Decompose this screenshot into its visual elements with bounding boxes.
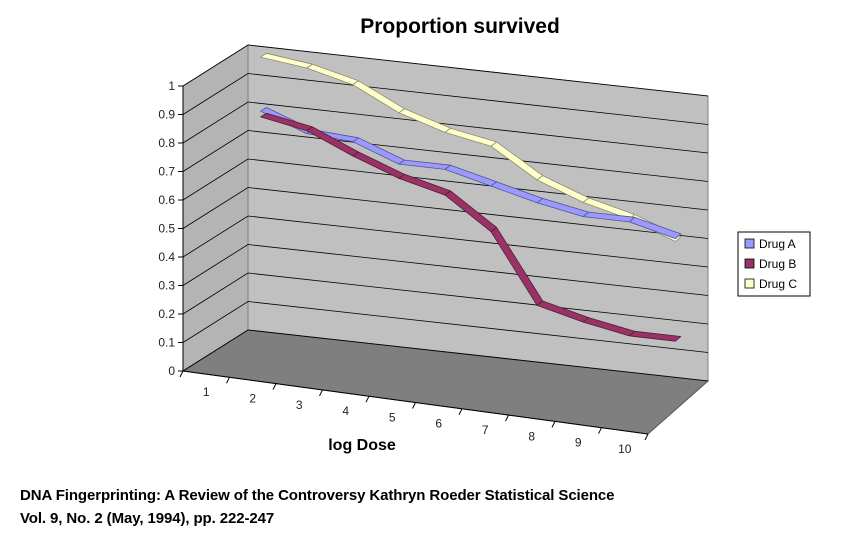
x-tick-mark (365, 395, 370, 403)
gridline (182, 44, 709, 97)
y-tick-label: 0.3 (158, 279, 175, 293)
legend-label: Drug C (759, 277, 797, 291)
x-axis-ticks: 1 2 3 4 5 6 7 8 9 10 (203, 385, 632, 456)
x-tick-mark (179, 370, 184, 378)
y-tick-label: 0.4 (158, 250, 175, 264)
gridline (182, 329, 709, 382)
chart: Proportion survived 00.10.20.30.40.50.60… (158, 15, 811, 456)
gridline (182, 130, 709, 182)
x-tick-label: 9 (575, 436, 582, 450)
x-tick-mark (644, 433, 649, 441)
chart-title: Proportion survived (360, 15, 560, 38)
y-tick-label: 0.2 (158, 307, 175, 321)
series-layer (260, 52, 682, 342)
series-segment (628, 216, 682, 240)
gridline (182, 158, 709, 211)
y-tick-label: 0.8 (158, 136, 175, 150)
caption-line-1: DNA Fingerprinting: A Review of the Cont… (20, 487, 615, 504)
x-tick-mark (226, 377, 230, 384)
y-tick-label: 0.1 (158, 336, 175, 350)
x-tick-mark (551, 421, 556, 428)
y-tick-label: 1 (168, 79, 175, 93)
axes (178, 85, 649, 441)
caption: DNA Fingerprinting: A Review of the Cont… (20, 484, 820, 530)
legend-swatch (744, 238, 755, 249)
x-tick-mark (412, 402, 416, 409)
gridline (182, 73, 709, 125)
legend-swatch (744, 278, 755, 289)
series-drug-b (260, 112, 682, 342)
x-tick-label: 6 (435, 417, 442, 431)
y-tick-label: 0 (168, 364, 175, 378)
x-tick-label: 5 (389, 410, 396, 424)
y-tick-label: 0.7 (158, 165, 175, 179)
x-tick-label: 10 (618, 442, 632, 456)
series-drug-a (260, 107, 682, 240)
x-tick-label: 7 (482, 423, 489, 437)
x-tick-mark (458, 408, 463, 416)
legend-label: Drug B (759, 257, 796, 271)
x-tick-label: 1 (203, 385, 210, 399)
x-tick-label: 4 (342, 404, 349, 418)
x-tick-mark (505, 414, 509, 422)
caption-line-2: Vol. 9, No. 2 (May, 1994), pp. 222-247 (20, 510, 275, 527)
gridline (182, 244, 709, 296)
x-tick-label: 8 (528, 429, 535, 443)
x-tick-label: 2 (249, 391, 256, 405)
x-tick-mark (319, 389, 323, 397)
x-tick-label: 3 (296, 398, 303, 412)
series-segment (628, 330, 682, 342)
y-tick-label: 0.9 (158, 108, 175, 122)
gridline (182, 215, 709, 268)
legend-label: Drug A (759, 237, 796, 251)
gridline (182, 301, 709, 353)
x-tick-mark (598, 427, 602, 434)
x-axis-label: log Dose (328, 437, 396, 454)
y-axis-ticks: 0 0.1 0.2 0.3 0.4 0.5 0.6 0.7 0.8 0.9 1 (158, 79, 175, 378)
x-tick-mark (272, 383, 277, 390)
gridline (182, 101, 709, 154)
y-tick-label: 0.5 (158, 222, 175, 236)
gridline (182, 187, 709, 239)
y-tick-label: 0.6 (158, 193, 175, 207)
legend: Drug A Drug B Drug C (737, 231, 811, 297)
legend-swatch (744, 258, 755, 269)
